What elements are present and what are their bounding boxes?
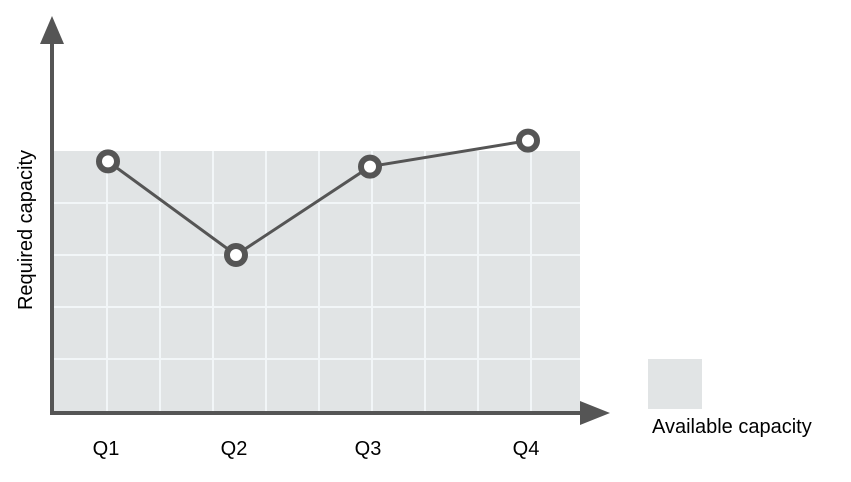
y-axis-label: Required capacity <box>15 150 37 310</box>
x-tick-label: Q4 <box>513 438 540 460</box>
y-axis-arrow <box>40 16 64 44</box>
data-point <box>96 149 120 174</box>
series-line <box>107 139 529 257</box>
legend-label: Available capacity <box>652 416 812 438</box>
x-tick-label: Q3 <box>355 438 382 460</box>
x-tick-label: Q2 <box>221 438 248 460</box>
data-point <box>358 154 382 179</box>
data-point <box>224 243 248 267</box>
data-point <box>516 128 540 153</box>
series <box>96 128 540 267</box>
x-tick-label: Q1 <box>93 438 120 460</box>
available-capacity-area <box>54 151 580 411</box>
x-tick-labels: Q1 Q2 Q3 Q4 <box>93 438 540 460</box>
x-axis-arrow <box>580 401 610 425</box>
legend-swatch <box>648 359 702 409</box>
